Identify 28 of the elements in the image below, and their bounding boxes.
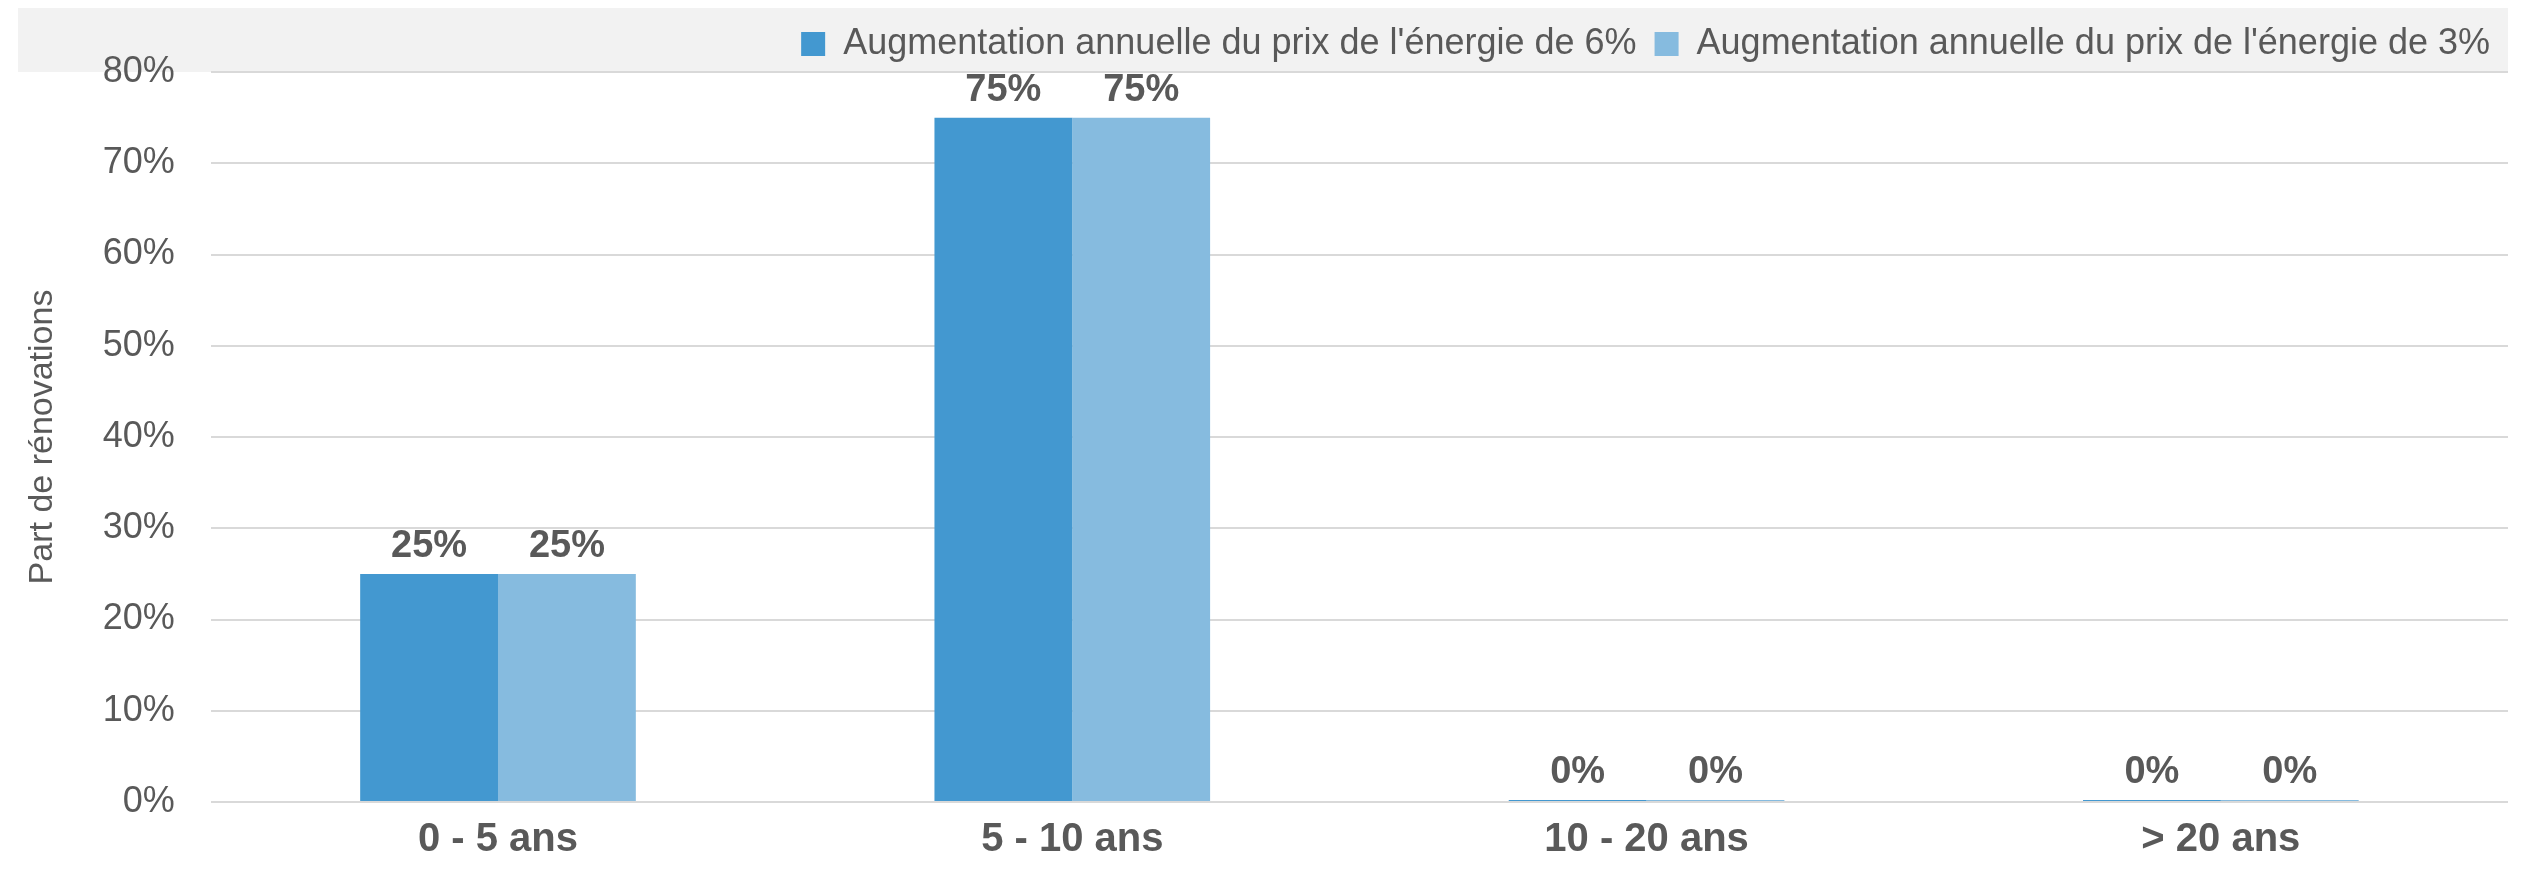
y-tick-label: 40% (102, 413, 175, 455)
y-tick-label: 20% (102, 596, 175, 638)
y-axis-title: Part de rénovations (20, 289, 59, 585)
data-label: 25% (391, 523, 468, 566)
data-label: 75% (965, 67, 1042, 110)
data-label: 0% (2124, 749, 2180, 792)
data-label: 0% (1550, 749, 1606, 792)
bar (360, 573, 498, 801)
bar (934, 117, 1073, 801)
x-tick-label: > 20 ans (2141, 815, 2301, 860)
y-tick-label: 0% (122, 778, 175, 820)
bar (1072, 117, 1211, 801)
x-tick-label: 0 - 5 ans (417, 815, 579, 860)
legend-label: Augmentation annuelle du prix de l'énergie de 6% (843, 20, 1637, 62)
legend-label: Augmentation annuelle du prix de l'énergie de 3% (1696, 20, 2491, 62)
data-label: 0% (2262, 749, 2318, 792)
y-tick-label: 50% (102, 322, 175, 364)
data-label: 75% (1103, 67, 1180, 110)
y-tick-label: 70% (102, 140, 175, 182)
x-tick-label: 10 - 20 ans (1544, 815, 1749, 860)
y-tick-label: 60% (102, 231, 175, 273)
y-tick-label: 80% (102, 48, 175, 90)
y-tick-label: 10% (102, 687, 175, 729)
bar (498, 573, 636, 801)
x-tick-label: 5 - 10 ans (981, 815, 1164, 860)
data-label: 0% (1688, 749, 1743, 792)
data-label: 25% (528, 523, 605, 566)
y-tick-label: 30% (102, 505, 175, 547)
